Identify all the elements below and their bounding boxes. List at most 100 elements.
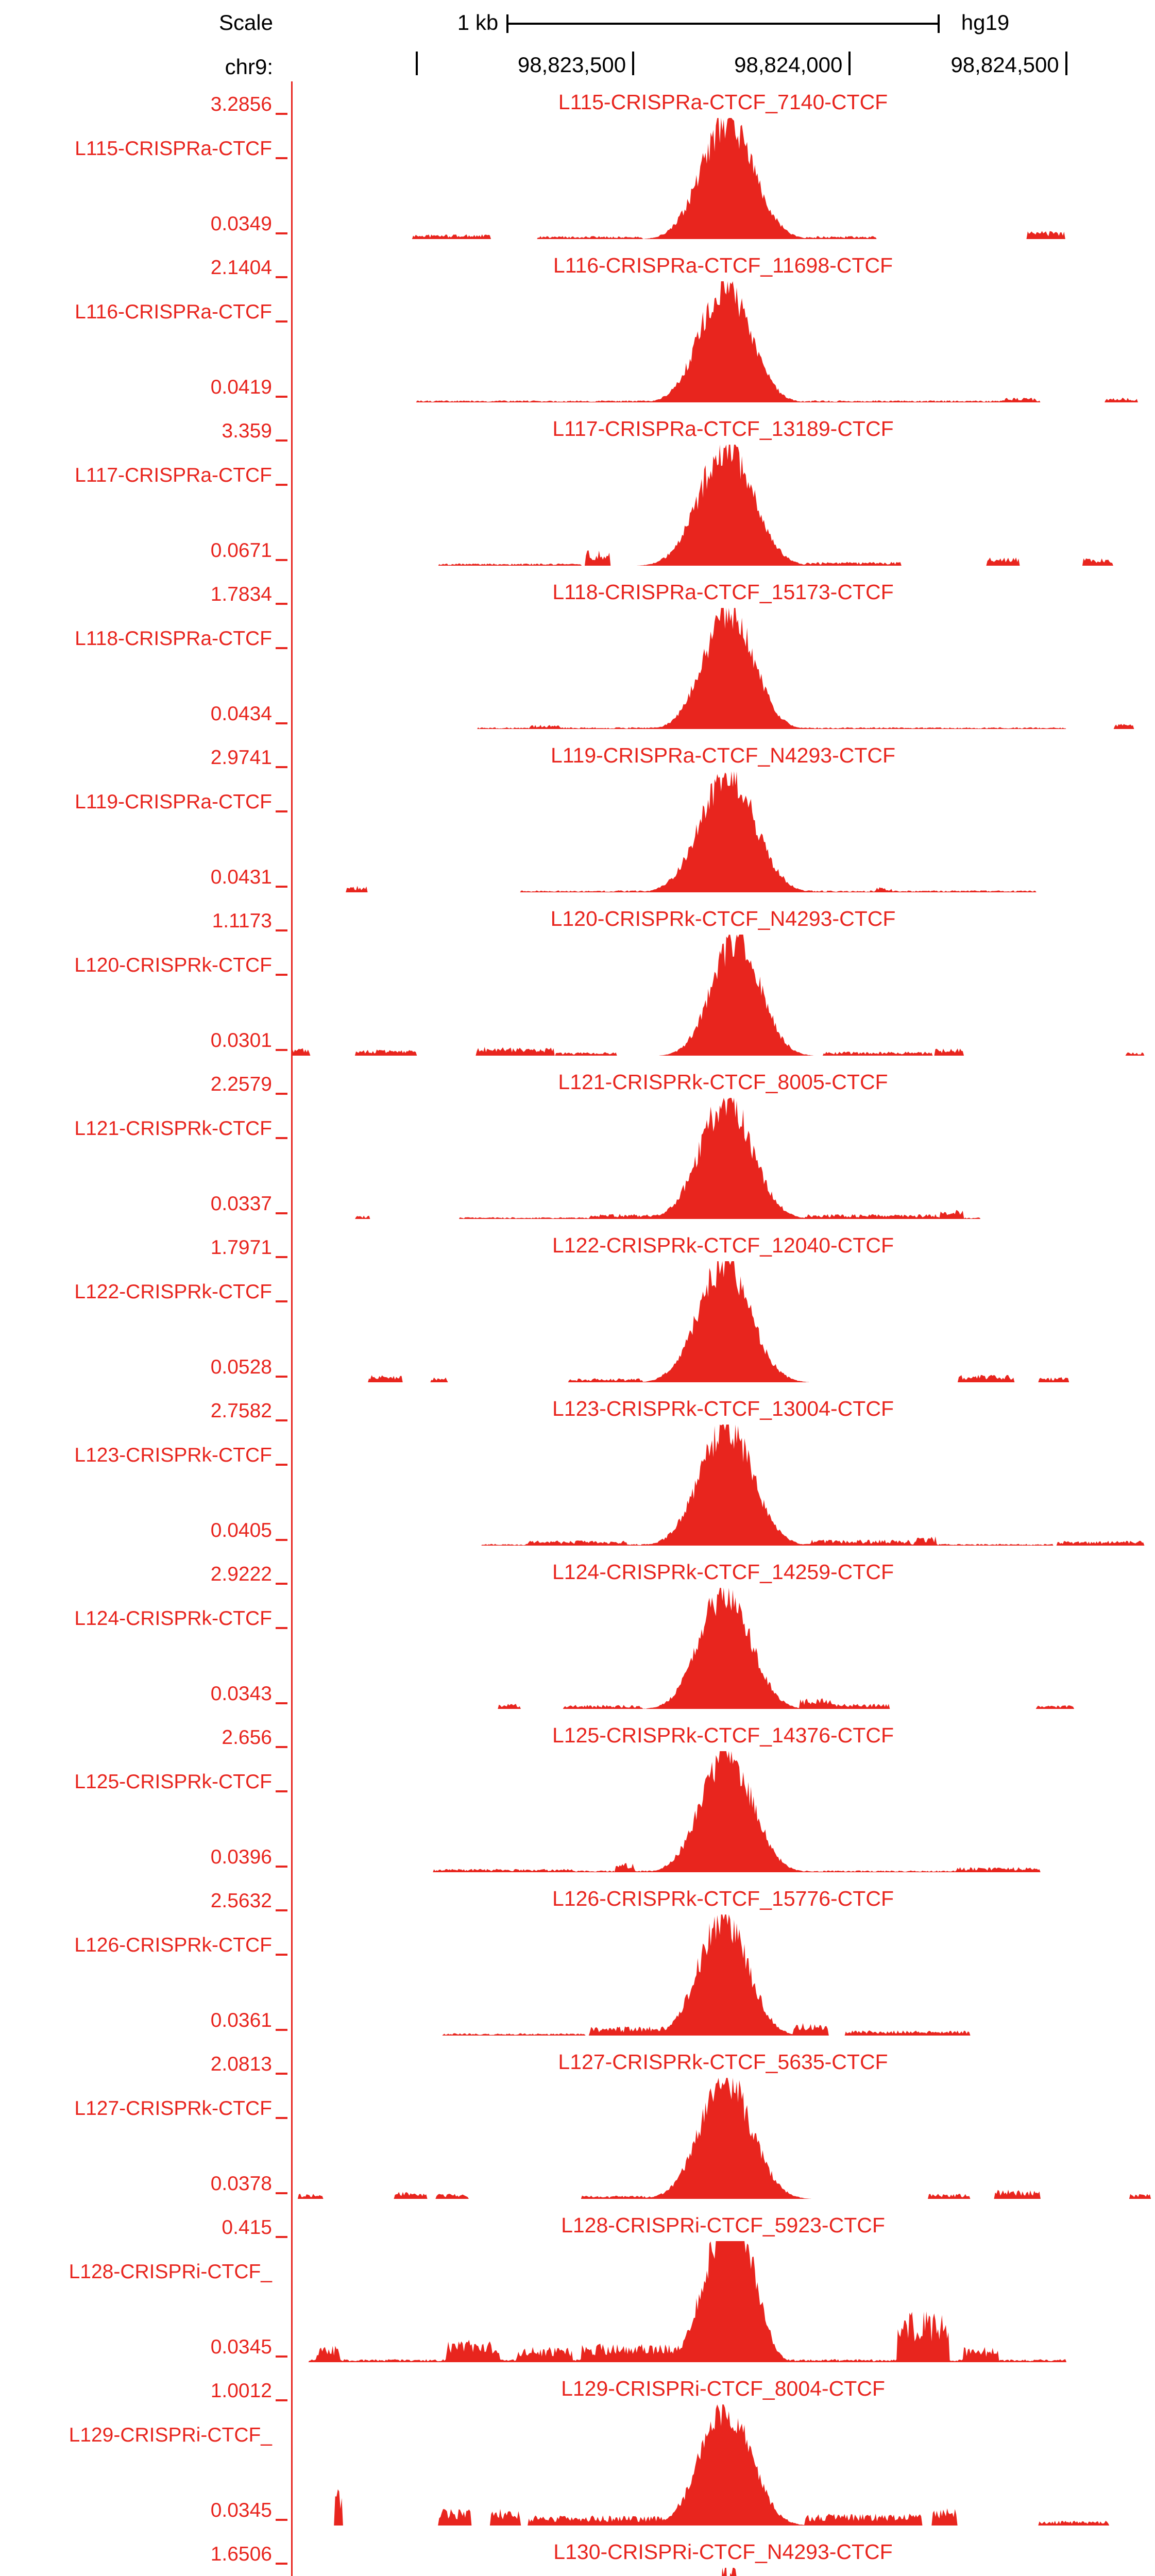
signal-polygon — [433, 1751, 1041, 1872]
signal-polygon — [412, 118, 1065, 239]
scale-bar — [506, 14, 940, 33]
autoscale-tick — [276, 232, 287, 234]
track-row: 2.9741 L119-CRISPRa-CTCF 0.0431 L119-CRI… — [0, 743, 1155, 907]
track-upper-limit: 2.5632 — [210, 1890, 272, 1912]
track-row: 2.2579 L121-CRISPRk-CTCF 0.0337 L121-CRI… — [0, 1070, 1155, 1233]
track-upper-limit: 2.2579 — [210, 1073, 272, 1095]
track-name: L117-CRISPRa-CTCF — [75, 464, 272, 486]
scale-row-label: Scale — [218, 10, 273, 35]
track-row: 1.7971 L122-CRISPRk-CTCF 0.0528 L122-CRI… — [0, 1233, 1155, 1397]
track-row: 2.5632 L126-CRISPRk-CTCF 0.0361 L126-CRI… — [0, 1887, 1155, 2050]
track-name: L127-CRISPRk-CTCF — [74, 2097, 272, 2120]
autoscale-tick — [276, 1746, 287, 1748]
track-name: L119-CRISPRa-CTCF — [75, 791, 272, 813]
track-name: L120-CRISPRk-CTCF — [74, 954, 272, 976]
track-name: L115-CRISPRa-CTCF — [75, 138, 272, 160]
signal-area-chart — [297, 2078, 1151, 2199]
autoscale-tick — [276, 1909, 287, 1911]
signal-area-chart — [412, 118, 1065, 239]
signal-area-chart — [308, 2241, 1067, 2362]
signal-polygon — [297, 2078, 1151, 2199]
signal-area-chart — [498, 1588, 1075, 1709]
track-peak-title: L130-CRISPRi-CTCF_N4293-CTCF — [553, 2540, 893, 2564]
autoscale-tick — [276, 559, 287, 561]
track-peak-title: L116-CRISPRa-CTCF_11698-CTCF — [553, 253, 893, 277]
track-upper-limit: 3.359 — [222, 420, 272, 442]
coordinate-label: 98,824,000 — [734, 53, 843, 77]
track-peak-title: L122-CRISPRk-CTCF_12040-CTCF — [552, 1233, 894, 1257]
signal-polygon — [442, 1914, 971, 2036]
autoscale-tick — [276, 766, 287, 768]
chromosome-label: chr9: — [225, 55, 273, 79]
track-name: L129-CRISPRi-CTCF_ — [69, 2424, 272, 2446]
track-row: 2.0813 L127-CRISPRk-CTCF 0.0378 L127-CRI… — [0, 2050, 1155, 2213]
track-peak-title: L126-CRISPRk-CTCF_15776-CTCF — [552, 1887, 894, 1910]
track-lower-limit: 0.0671 — [210, 539, 272, 562]
signal-polygon — [498, 1588, 1075, 1709]
track-peak-title: L123-CRISPRk-CTCF_13004-CTCF — [552, 1397, 894, 1420]
autoscale-tick — [276, 1464, 287, 1466]
signal-polygon — [722, 2568, 737, 2576]
coordinate-tick — [1065, 52, 1067, 75]
signal-polygon — [334, 2404, 1110, 2526]
autoscale-tick — [276, 1212, 287, 1214]
track-upper-limit: 1.7971 — [210, 1236, 272, 1259]
track-peak-title: L124-CRISPRk-CTCF_14259-CTCF — [552, 1560, 894, 1584]
autoscale-tick — [276, 1300, 287, 1302]
autoscale-tick — [276, 974, 287, 976]
signal-area-chart — [346, 771, 1037, 892]
track-lower-limit: 0.0378 — [210, 2173, 272, 2195]
track-name: L122-CRISPRk-CTCF — [74, 1281, 272, 1303]
signal-area-chart — [368, 1261, 1069, 1382]
track-peak-title: L119-CRISPRa-CTCF_N4293-CTCF — [550, 743, 896, 767]
autoscale-tick — [276, 886, 287, 888]
autoscale-tick — [276, 1049, 287, 1051]
signal-polygon — [291, 935, 1145, 1056]
track-upper-limit: 2.656 — [222, 1726, 272, 1749]
track-peak-title: L127-CRISPRk-CTCF_5635-CTCF — [558, 2050, 888, 2074]
autoscale-tick — [276, 1790, 287, 1792]
autoscale-tick — [276, 603, 287, 605]
autoscale-tick — [276, 1866, 287, 1868]
track-lower-limit: 0.0345 — [210, 2499, 272, 2521]
autoscale-tick — [276, 1093, 287, 1095]
track-peak-title: L120-CRISPRk-CTCF_N4293-CTCF — [550, 907, 896, 930]
track-upper-limit: 2.0813 — [210, 2053, 272, 2075]
autoscale-tick — [276, 929, 287, 931]
autoscale-tick — [276, 157, 287, 159]
track-lower-limit: 0.0396 — [210, 1846, 272, 1868]
autoscale-tick — [276, 1376, 287, 1378]
scale-bar-line — [506, 23, 940, 25]
track-row: 1.1173 L120-CRISPRk-CTCF 0.0301 L120-CRI… — [0, 907, 1155, 1070]
coordinate-tick — [415, 52, 418, 75]
track-upper-limit: 1.0012 — [210, 2380, 272, 2402]
signal-area-chart — [334, 2404, 1110, 2526]
autoscale-tick — [276, 439, 287, 442]
signal-polygon — [308, 2241, 1067, 2362]
track-row: 1.7834 L118-CRISPRa-CTCF 0.0434 L118-CRI… — [0, 580, 1155, 743]
autoscale-tick — [276, 1954, 287, 1956]
track-peak-title: L121-CRISPRk-CTCF_8005-CTCF — [558, 1070, 888, 1094]
signal-area-chart — [355, 1098, 981, 1219]
plot-left-border-line — [291, 81, 293, 2576]
signal-area-chart — [477, 608, 1134, 729]
autoscale-tick — [276, 113, 287, 115]
scale-bar-length-label: 1 kb — [457, 10, 499, 35]
signal-polygon — [346, 771, 1037, 892]
track-name: L124-CRISPRk-CTCF — [74, 1607, 272, 1630]
track-name: L121-CRISPRk-CTCF — [74, 1117, 272, 1140]
track-row: 1.6506 L130-CRISPRi-CTCF_ 0.0634 L130-CR… — [0, 2540, 1155, 2576]
autoscale-tick — [276, 2519, 287, 2521]
track-lower-limit: 0.0434 — [210, 703, 272, 725]
track-name: L125-CRISPRk-CTCF — [74, 1771, 272, 1793]
autoscale-tick — [276, 2236, 287, 2238]
autoscale-tick — [276, 320, 287, 323]
track-row: 0.415 L128-CRISPRi-CTCF_ 0.0345 L128-CRI… — [0, 2213, 1155, 2377]
signal-area-chart — [722, 2568, 737, 2576]
track-row: 2.9222 L124-CRISPRk-CTCF 0.0343 L124-CRI… — [0, 1560, 1155, 1723]
track-lower-limit: 0.0345 — [210, 2336, 272, 2358]
coordinate-label: 98,823,500 — [517, 53, 626, 77]
autoscale-tick — [276, 810, 287, 812]
signal-area-chart — [291, 935, 1145, 1056]
autoscale-tick — [276, 2399, 287, 2401]
